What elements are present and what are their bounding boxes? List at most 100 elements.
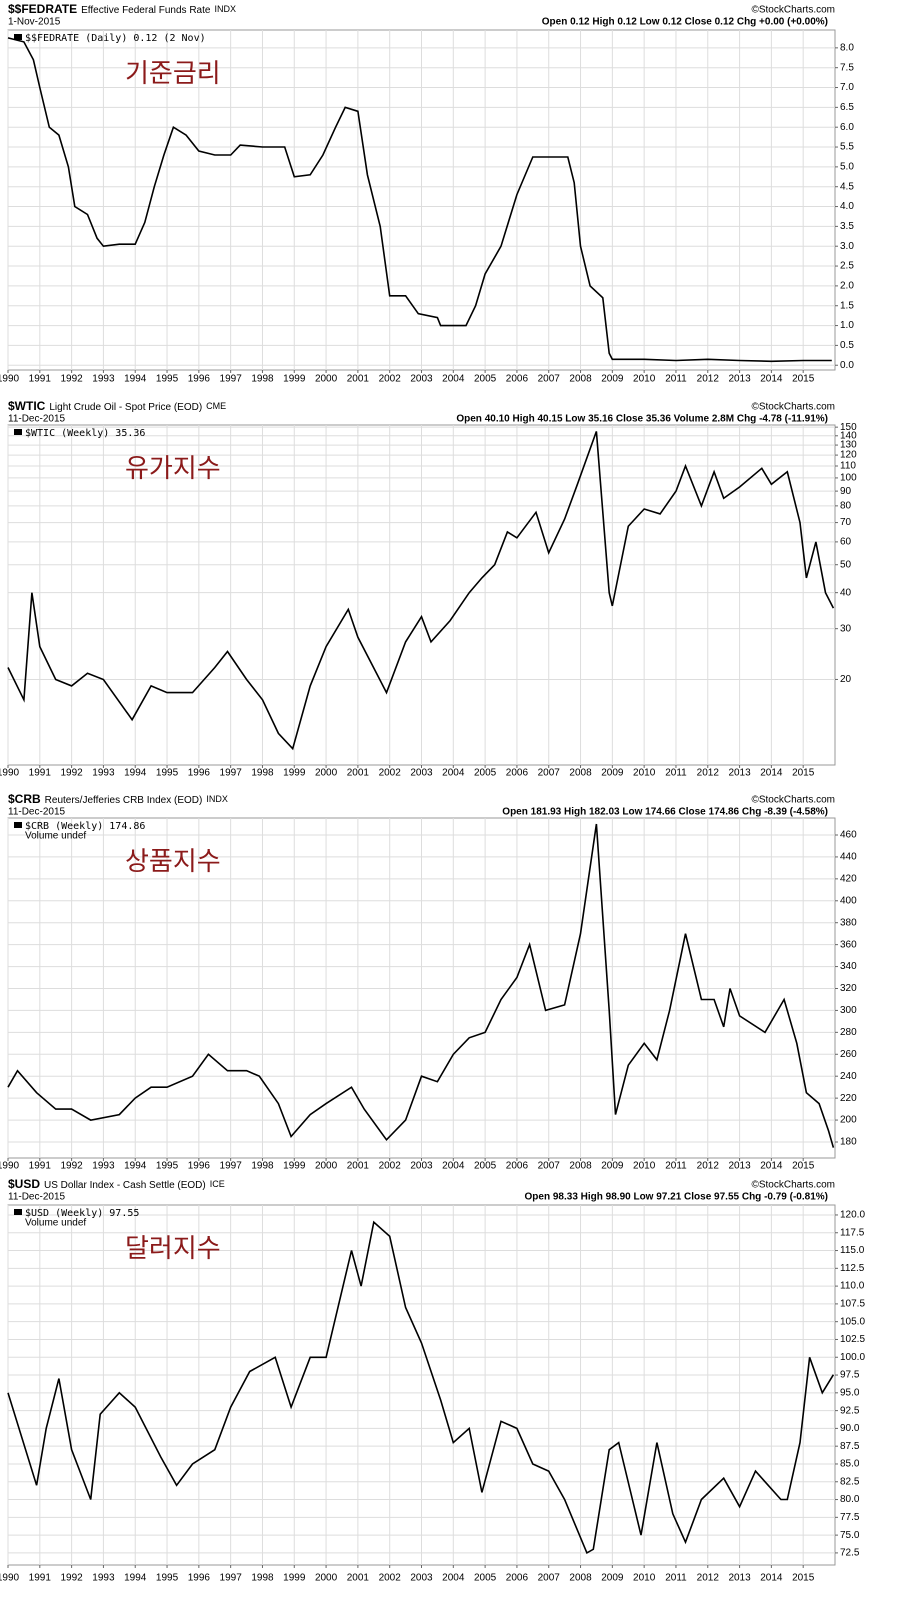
description: Light Crude Oil - Spot Price (EOD) <box>49 402 202 413</box>
y-tick-label: 110.0 <box>840 1281 865 1292</box>
x-tick-label: 2007 <box>538 768 561 779</box>
legend-swatch <box>14 1209 22 1215</box>
x-tick-label: 1998 <box>251 768 274 779</box>
x-tick-label: 2012 <box>697 1573 720 1584</box>
y-tick-label: 200 <box>840 1115 857 1126</box>
symbol: $CRB <box>8 792 41 806</box>
y-tick-label: 300 <box>840 1005 857 1016</box>
chart-title: $USD US Dollar Index - Cash Settle (EOD) I… <box>8 1177 225 1191</box>
y-tick-label: 240 <box>840 1071 857 1082</box>
y-tick-label: 82.5 <box>840 1476 860 1487</box>
x-tick-label: 2007 <box>538 1573 561 1584</box>
x-tick-label: 2003 <box>410 1573 433 1584</box>
x-tick-label: 2001 <box>347 768 370 779</box>
y-tick-label: 0.5 <box>840 340 854 351</box>
y-tick-label: 3.5 <box>840 221 854 232</box>
symbol: $WTIC <box>8 399 46 413</box>
y-tick-label: 1.5 <box>840 300 854 311</box>
price-line <box>7 37 832 363</box>
y-tick-label: 102.5 <box>840 1334 865 1345</box>
x-tick-label: 1993 <box>92 1161 115 1172</box>
y-tick-label: 50 <box>840 559 852 570</box>
x-tick-label: 2000 <box>315 768 338 779</box>
source: ©StockCharts.com <box>751 5 835 16</box>
x-tick-label: 1998 <box>251 374 274 385</box>
y-tick-label: 97.5 <box>840 1370 860 1381</box>
x-tick-label: 1991 <box>29 1161 52 1172</box>
y-tick-label: 100.0 <box>840 1352 865 1363</box>
quote: Open 0.12 High 0.12 Low 0.12 Close 0.12 … <box>542 17 828 28</box>
x-tick-label: 1992 <box>60 1161 83 1172</box>
x-tick-label: 1997 <box>220 374 243 385</box>
y-tick-label: 90 <box>840 486 852 497</box>
y-tick-label: 130 <box>840 440 857 451</box>
description: Effective Federal Funds Rate <box>81 5 211 16</box>
x-tick-label: 2014 <box>760 1573 783 1584</box>
x-tick-label: 2005 <box>474 374 497 385</box>
x-tick-label: 2003 <box>410 374 433 385</box>
legend-label: $CRB (Weekly) 174.86 <box>25 821 145 832</box>
annotation: 유가지수 <box>125 453 221 483</box>
x-tick-label: 1990 <box>0 1573 20 1584</box>
y-tick-label: 72.5 <box>840 1548 860 1559</box>
y-tick-label: 120.0 <box>840 1210 865 1221</box>
x-tick-label: 2001 <box>347 1573 370 1584</box>
y-tick-label: 420 <box>840 873 857 884</box>
y-tick-label: 440 <box>840 852 857 863</box>
x-tick-label: 1999 <box>283 1573 306 1584</box>
exchange: INDX <box>206 794 228 804</box>
y-tick-label: 5.5 <box>840 142 854 153</box>
x-tick-label: 2003 <box>410 768 433 779</box>
x-tick-label: 2009 <box>601 374 624 385</box>
legend-swatch <box>14 34 22 40</box>
y-tick-label: 4.0 <box>840 201 854 212</box>
chart-title: $$FEDRATE Effective Federal Funds Rate IND… <box>8 2 236 16</box>
source: ©StockCharts.com <box>751 402 835 413</box>
chart-title: $WTIC Light Crude Oil - Spot Price (EOD) C… <box>8 399 226 413</box>
x-tick-label: 1992 <box>60 1573 83 1584</box>
x-tick-label: 2012 <box>697 374 720 385</box>
y-tick-label: 8.0 <box>840 42 854 53</box>
y-tick-label: 112.5 <box>840 1263 865 1274</box>
y-tick-label: 140 <box>840 430 857 441</box>
x-tick-label: 2004 <box>442 1573 465 1584</box>
y-tick-label: 107.5 <box>840 1299 865 1310</box>
y-tick-label: 40 <box>840 587 852 598</box>
y-tick-label: 2.0 <box>840 281 854 292</box>
x-tick-label: 1991 <box>29 374 52 385</box>
x-tick-label: 1999 <box>283 374 306 385</box>
y-tick-label: 3.0 <box>840 241 854 252</box>
annotation: 기준금리 <box>125 58 221 88</box>
y-tick-label: 120 <box>840 450 857 461</box>
exchange: INDX <box>214 4 236 14</box>
y-tick-label: 115.0 <box>840 1245 865 1256</box>
date: 11-Dec-2015 <box>8 414 66 425</box>
x-tick-label: 2002 <box>379 1573 402 1584</box>
x-tick-label: 1997 <box>220 768 243 779</box>
x-tick-label: 2014 <box>760 768 783 779</box>
y-tick-label: 150 <box>840 422 857 433</box>
y-tick-label: 180 <box>840 1137 857 1148</box>
x-tick-label: 2008 <box>569 768 592 779</box>
description: Reuters/Jefferies CRB Index (EOD) <box>45 795 203 806</box>
x-tick-label: 1995 <box>156 1161 179 1172</box>
chart-title: $CRB Reuters/Jefferies CRB Index (EOD) IND… <box>8 792 228 806</box>
y-tick-label: 95.0 <box>840 1387 860 1398</box>
x-tick-label: 2009 <box>601 768 624 779</box>
x-tick-label: 2011 <box>665 374 687 385</box>
x-tick-label: 2010 <box>633 768 656 779</box>
x-tick-label: 2010 <box>633 1573 656 1584</box>
x-tick-label: 1996 <box>188 768 211 779</box>
symbol: $USD <box>8 1177 40 1191</box>
y-tick-label: 7.0 <box>840 82 854 93</box>
annotation: 상품지수 <box>125 846 221 876</box>
x-tick-label: 1995 <box>156 768 179 779</box>
y-tick-label: 220 <box>840 1093 857 1104</box>
legend-note: Volume undef <box>25 831 86 842</box>
x-tick-label: 2012 <box>697 1161 720 1172</box>
y-tick-label: 30 <box>840 623 852 634</box>
x-tick-label: 1992 <box>60 768 83 779</box>
x-tick-label: 2001 <box>347 374 370 385</box>
x-tick-label: 1994 <box>124 1573 147 1584</box>
